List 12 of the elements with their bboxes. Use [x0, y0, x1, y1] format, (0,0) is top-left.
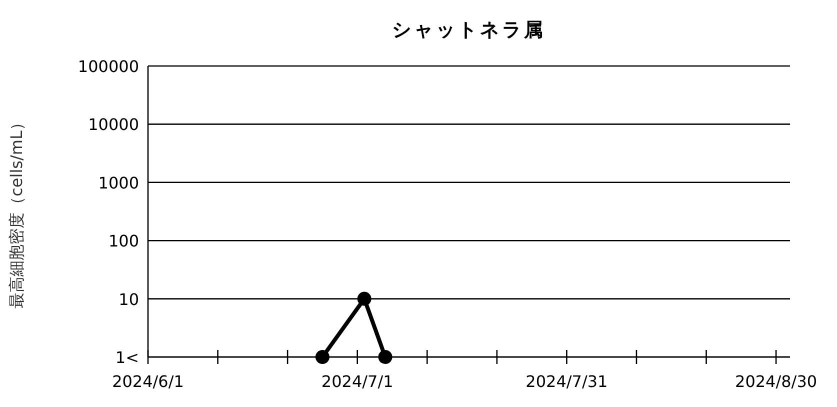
- y-tick-label: 10000: [88, 115, 139, 134]
- y-tick-label: 1000: [98, 173, 139, 192]
- y-tick-label: 1<: [115, 348, 139, 367]
- y-axis-title: 最高細胞密度（cells/mL）: [7, 114, 26, 308]
- x-tick-label: 2024/8/30: [735, 372, 818, 391]
- chart-title: シャットネラ属: [392, 19, 546, 41]
- x-tick-label: 2024/6/1: [112, 372, 184, 391]
- y-tick-label: 100: [108, 232, 139, 251]
- x-tick-label: 2024/7/31: [526, 372, 608, 391]
- y-tick-label: 10: [118, 290, 139, 309]
- x-tick-label: 2024/7/1: [321, 372, 394, 391]
- y-tick-label: 100000: [78, 57, 139, 76]
